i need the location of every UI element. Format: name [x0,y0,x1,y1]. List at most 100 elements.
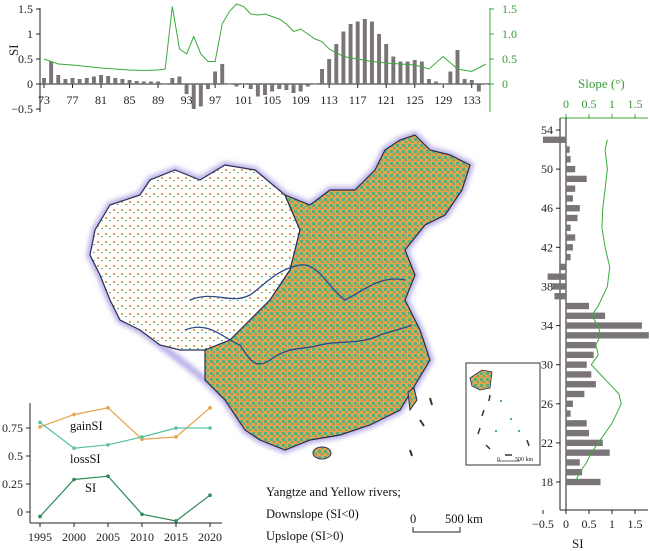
right-top-tick-label: 0.5 [582,97,597,111]
right-bottom-tick-label: −0.5 [532,517,554,531]
series-line-SI [39,475,211,522]
right-y-tick-label: 38 [541,279,553,293]
right-y-tick-label: 50 [541,162,553,176]
right-xlabel: SI [572,536,584,551]
top-x-tick-label: 85 [124,93,136,107]
bottom-x-tick-label: 2020 [198,530,222,544]
top-bar [248,84,253,89]
top-bar [227,84,232,85]
top-bar [255,84,260,97]
top-x-tick-label: 121 [377,93,395,107]
yellow-river [189,264,406,301]
bottom-series [38,406,212,523]
series-point-SI [106,474,110,478]
top-left-tick-label: 0.5 [18,52,33,66]
top-x-tick-label: 117 [349,93,367,107]
series-point-gainSI [72,412,76,417]
right-y-tick-label: 18 [541,475,553,489]
right-bar [547,273,566,280]
right-bar [543,136,566,143]
top-right-tick-label: 0.5 [502,52,517,66]
bottom-x-tick-label: 2015 [164,530,188,544]
top-left-tick-label: −0.5 [11,102,33,116]
right-bar [566,361,587,368]
series-point-SI [140,512,144,517]
top-longitude-chart: 1.5 1 0.5 0 −0.5 1.5 1.0 0.5 0 73 77 81 85 89 93 97 10… [6,2,517,116]
bottom-time-chart: 0.75 0.5 0.25 0 1995 2000 2005 2010 2015 2020 ga… [2,403,222,544]
right-bar [566,439,603,447]
top-ylabel: SI [6,44,21,56]
inset-scale-label: 500 km [515,457,534,463]
series-point-SI [38,514,42,519]
gain-label: gainSI [70,419,103,433]
scale-zero: 0 [410,512,416,526]
right-bar [566,429,589,437]
top-bar [113,78,118,84]
top-x-tick-label: 129 [434,93,452,107]
top-x-tick-label: 97 [209,93,221,107]
right-bar [566,478,601,486]
top-right-tick-label: 1.5 [502,2,517,16]
right-y-tick-label: 34 [541,319,553,333]
top-bar [320,69,324,84]
top-x-tick-label: 113 [320,93,338,107]
top-bar [291,84,296,93]
top-bar [405,61,410,84]
top-bar [341,31,346,84]
top-bar [455,50,460,84]
top-bar [127,80,132,84]
top-bar [106,76,111,84]
right-bar [566,449,610,456]
right-y-tick-label: 30 [541,358,553,372]
inset-scale-zero: 0 [497,457,500,463]
right-bar [552,283,566,290]
top-x-tick-label: 101 [235,93,253,107]
right-bottom-tick-label: 0.5 [582,517,597,531]
top-bar [355,21,360,84]
top-x-tick-label: 109 [292,93,310,107]
top-bar [99,75,103,84]
bottom-x-ticks: 1995 2000 2005 2010 2015 2020 [28,523,222,544]
top-bar [419,61,424,84]
top-bar [213,71,218,84]
right-top-tick-label: 1 [609,97,615,111]
top-bar [91,76,96,84]
top-bar [270,84,275,92]
top-x-tick-label: 73 [38,93,50,107]
top-x-tick-label: 93 [181,93,193,107]
top-left-tick-label: 1 [27,27,33,41]
right-bar [566,205,580,212]
right-slope-line [574,139,622,483]
series-point-lossSI [140,435,144,439]
top-bar [305,84,310,87]
right-bars [543,136,649,486]
si-label: SI [85,481,96,495]
right-title: Slope (°) [578,76,625,91]
loss-label: lossSI [70,452,101,466]
series-point-gainSI [106,406,110,410]
top-left-ticks: 1.5 1 0.5 0 −0.5 [11,2,40,116]
top-bar [462,79,467,84]
top-bar [184,84,189,94]
top-bar [141,81,146,84]
right-bar [566,459,580,466]
right-bar [566,410,571,417]
top-bar [156,81,161,84]
top-bar [42,78,46,84]
top-bar [134,81,139,84]
top-bar [241,84,246,85]
top-bar [334,44,339,84]
scale-bar: 0 500 km [410,512,483,533]
bottom-y-tick-label: 0 [17,505,23,519]
series-point-SI [72,477,76,482]
series-point-gainSI [38,425,42,429]
top-bar [84,78,89,84]
right-bar [566,400,573,407]
series-line-gainSI [39,407,211,440]
top-bar [191,84,196,109]
top-bar [163,84,168,85]
series-point-lossSI [72,446,76,450]
right-bar [566,469,583,476]
top-bars [42,19,488,109]
right-bar [566,234,576,241]
